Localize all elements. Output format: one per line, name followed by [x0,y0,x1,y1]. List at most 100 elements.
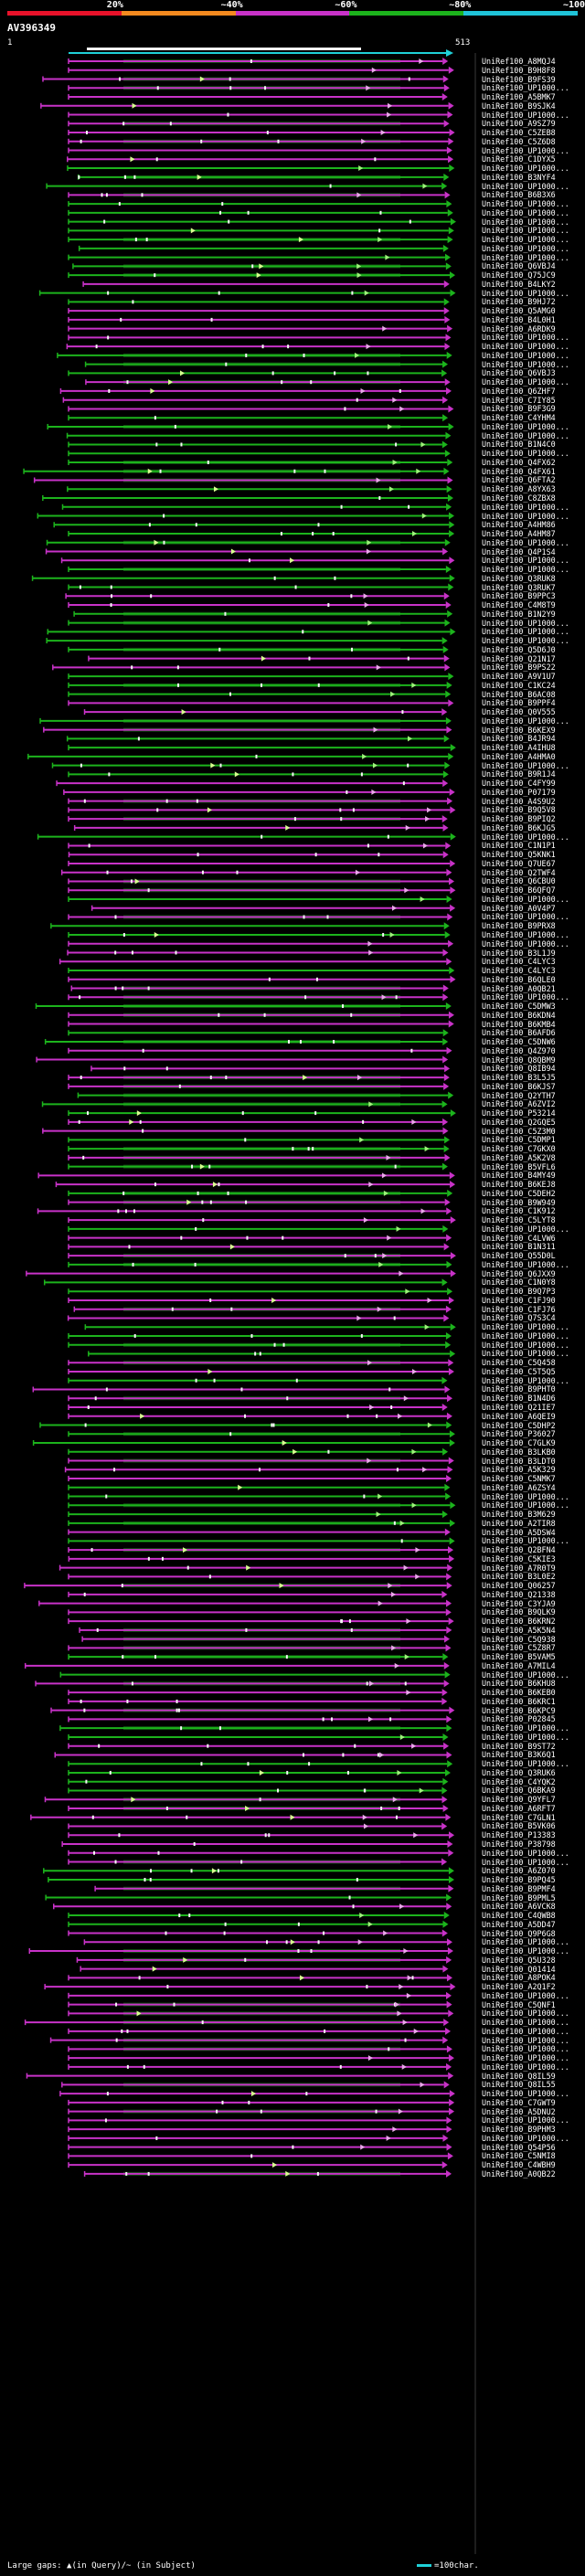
hit-label[interactable]: UniRef100_B1N2Y9 [482,609,556,619]
hit-label[interactable]: UniRef100_A4IHU8 [482,743,556,753]
hit-label[interactable]: UniRef100_B6KJS7 [482,1081,556,1091]
hit-label[interactable]: UniRef100_UP1000... [482,556,569,566]
hit-label[interactable]: UniRef100_Q01414 [482,1964,556,1974]
hit-label[interactable]: UniRef100_Q21338 [482,1589,556,1599]
hit-label[interactable]: UniRef100_B3L0E2 [482,1572,556,1582]
hit-label[interactable]: UniRef100_Q54P56 [482,2142,556,2152]
hit-label[interactable]: UniRef100_B3LKB0 [482,1447,556,1457]
hit-label[interactable]: UniRef100_B9H8F8 [482,65,556,75]
hit-label[interactable]: UniRef100_C7GLK9 [482,1438,556,1448]
hit-label[interactable]: UniRef100_B4JR94 [482,734,556,744]
hit-label[interactable]: UniRef100_UP1000... [482,2089,569,2099]
hit-label[interactable]: UniRef100_Q5U328 [482,1955,556,1965]
hit-label[interactable]: UniRef100_A0V4P7 [482,903,556,913]
hit-label[interactable]: UniRef100_C1KC24 [482,680,556,690]
hit-label[interactable]: UniRef100_B3LDT0 [482,1456,556,1466]
hit-label[interactable]: UniRef100_A8YX63 [482,484,556,494]
hit-label[interactable]: UniRef100_C5NMK7 [482,1474,556,1484]
hit-label[interactable]: UniRef100_Q6JXX9 [482,1268,556,1278]
hit-label[interactable]: UniRef100_C5T5Q5 [482,1366,556,1376]
hit-label[interactable]: UniRef100_Q7S3C4 [482,1313,556,1323]
hit-label[interactable]: UniRef100_A4HMA0 [482,751,556,761]
hit-label[interactable]: UniRef100_A2TIR8 [482,1518,556,1528]
hit-label[interactable]: UniRef100_C5Q938 [482,1634,556,1644]
hit-label[interactable]: UniRef100_UP1000... [482,2133,569,2143]
hit-label[interactable]: UniRef100_A6RFT7 [482,1803,556,1813]
hit-label[interactable]: UniRef100_C5QNF1 [482,1999,556,2009]
hit-label[interactable]: UniRef100_UP1000... [482,565,569,575]
hit-label[interactable]: UniRef100_Q6VBJ3 [482,368,556,378]
hit-label[interactable]: UniRef100_UP1000... [482,217,569,227]
hit-label[interactable]: UniRef100_B9PQ45 [482,1875,556,1885]
hit-label[interactable]: UniRef100_B3NYF4 [482,172,556,182]
hit-label[interactable]: UniRef100_P02845 [482,1714,556,1724]
hit-label[interactable]: UniRef100_A0QB22 [482,2168,556,2178]
hit-label[interactable]: UniRef100_B9PPF4 [482,698,556,708]
hit-label[interactable]: UniRef100_UP1000... [482,359,569,369]
hit-label[interactable]: UniRef100_UP1000... [482,1340,569,1350]
hit-label[interactable]: UniRef100_A2Q1F2 [482,1982,556,1992]
hit-label[interactable]: UniRef100_C4LYC3 [482,957,556,967]
hit-label[interactable]: UniRef100_C5NMI8 [482,2151,556,2161]
hit-label[interactable]: UniRef100_C4FY99 [482,779,556,789]
hit-label[interactable]: UniRef100_C7GKX0 [482,1144,556,1154]
hit-label[interactable]: UniRef100_C3YJA9 [482,1598,556,1608]
hit-label[interactable]: UniRef100_B5VAM5 [482,1652,556,1662]
hit-label[interactable]: UniRef100_UP1000... [482,1937,569,1947]
hit-label[interactable]: UniRef100_UP1000... [482,1536,569,1546]
hit-label[interactable]: UniRef100_B6AFD6 [482,1028,556,1038]
hit-label[interactable]: UniRef100_Q3RUK7 [482,582,556,592]
hit-label[interactable]: UniRef100_B9PML5 [482,1892,556,1903]
hit-label[interactable]: UniRef100_C4LYC3 [482,966,556,975]
hit-label[interactable]: UniRef100_Q4FX61 [482,466,556,476]
hit-label[interactable]: UniRef100_B3M629 [482,1510,556,1520]
hit-label[interactable]: UniRef100_UP1000... [482,1224,569,1234]
hit-label[interactable]: UniRef100_C4YHM4 [482,413,556,423]
hit-label[interactable]: UniRef100_Q4P1S4 [482,546,556,557]
hit-label[interactable]: UniRef100_A5K5N4 [482,1625,556,1635]
hit-label[interactable]: UniRef100_B9PS22 [482,663,556,673]
hit-label[interactable]: UniRef100_B5VFL6 [482,1161,556,1171]
hit-label[interactable]: UniRef100_C7IY85 [482,395,556,405]
hit-label[interactable]: UniRef100_B9PIQ2 [482,814,556,824]
hit-label[interactable]: UniRef100_C4WBH9 [482,2160,556,2170]
hit-label[interactable]: UniRef100_B1N4D6 [482,1394,556,1404]
hit-label[interactable]: UniRef100_UP1000... [482,1491,569,1501]
hit-label[interactable]: UniRef100_UP1000... [482,1349,569,1359]
hit-label[interactable]: UniRef100_B6B3X6 [482,190,556,200]
hit-label[interactable]: UniRef100_UP1000... [482,929,569,939]
hit-label[interactable]: UniRef100_UP1000... [482,226,569,236]
hit-label[interactable]: UniRef100_C4M8T9 [482,600,556,610]
hit-label[interactable]: UniRef100_UP1000... [482,342,569,352]
hit-label[interactable]: UniRef100_C4QWB8 [482,1911,556,1921]
hit-label[interactable]: UniRef100_B9QLK9 [482,1607,556,1617]
hit-label[interactable]: UniRef100_B9Q5V8 [482,805,556,815]
hit-label[interactable]: UniRef100_B4L0H1 [482,314,556,324]
hit-label[interactable]: UniRef100_UP1000... [482,449,569,459]
hit-label[interactable]: UniRef100_UP1000... [482,164,569,174]
hit-label[interactable]: UniRef100_Q8IL59 [482,2071,556,2081]
hit-label[interactable]: UniRef100_B6KEB0 [482,1688,556,1698]
hit-label[interactable]: UniRef100_UP1000... [482,1990,569,2000]
hit-label[interactable]: UniRef100_UP1000... [482,1848,569,1858]
hit-label[interactable]: UniRef100_B9R1J4 [482,769,556,779]
hit-label[interactable]: UniRef100_UP1000... [482,252,569,262]
hit-label[interactable]: UniRef100_Q4Z970 [482,1045,556,1055]
hit-label[interactable]: UniRef100_Q6BKA9 [482,1786,556,1796]
hit-label[interactable]: UniRef100_UP1000... [482,1946,569,1956]
hit-label[interactable]: UniRef100_Q8QBM9 [482,1055,556,1065]
hit-label[interactable]: UniRef100_B9PHM3 [482,2125,556,2135]
hit-label[interactable]: UniRef100_UP1000... [482,2018,569,2028]
hit-label[interactable]: UniRef100_UP1000... [482,2115,569,2125]
hit-label[interactable]: UniRef100_B1N4C0 [482,440,556,450]
hit-label[interactable]: UniRef100_B6QLE0 [482,974,556,984]
hit-label[interactable]: UniRef100_UP1000... [482,912,569,922]
hit-label[interactable]: UniRef100_C7GWT9 [482,2097,556,2107]
hit-label[interactable]: UniRef100_Q2TWF4 [482,867,556,877]
hit-label[interactable]: UniRef100_A6VCK8 [482,1902,556,1912]
hit-label[interactable]: UniRef100_C8ZBX8 [482,493,556,503]
hit-label[interactable]: UniRef100_A5K329 [482,1465,556,1475]
hit-label[interactable]: UniRef100_UP1000... [482,1759,569,1769]
hit-label[interactable]: UniRef100_B9PMF4 [482,1883,556,1893]
hit-label[interactable]: UniRef100_UP1000... [482,333,569,343]
